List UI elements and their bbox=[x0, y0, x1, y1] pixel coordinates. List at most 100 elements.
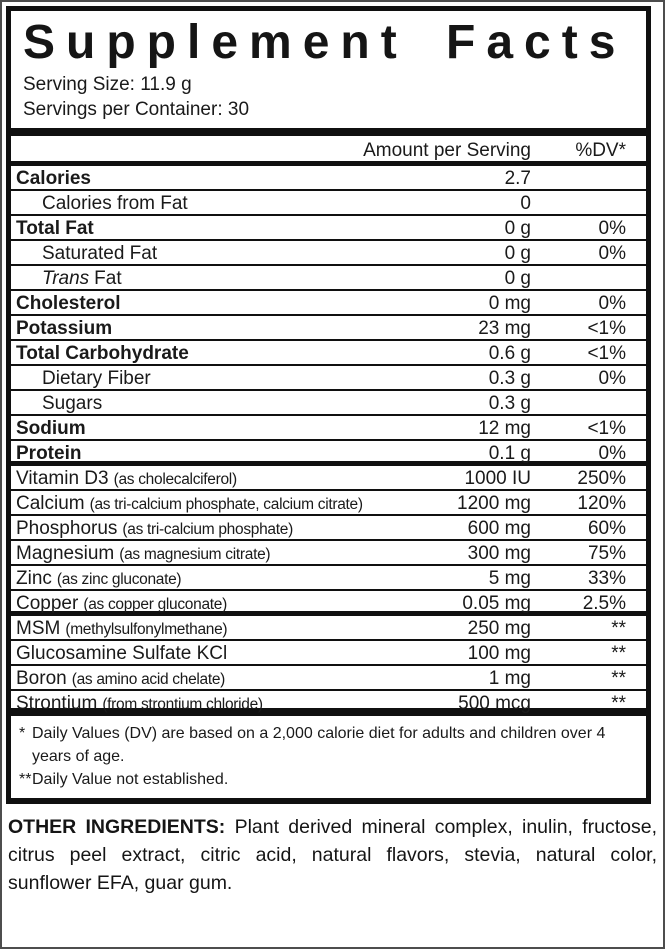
nutrient-dv: 0% bbox=[598, 217, 626, 239]
nutrient-row: Protein 0.1 g 0% bbox=[11, 441, 646, 466]
other-ingredients: OTHER INGREDIENTS: Plant derived mineral… bbox=[8, 813, 657, 897]
nutrient-amount: 0 g bbox=[504, 242, 531, 264]
nutrient-name: Trans Fat bbox=[16, 266, 497, 291]
nutrient-row: Zinc (as zinc gluconate) 5 mg 33% bbox=[11, 566, 646, 591]
footnote-text: Daily Values (DV) are based on a 2,000 c… bbox=[32, 724, 606, 765]
other-ingredients-text: Plant derived mineral complex, inulin, f… bbox=[8, 815, 658, 894]
nutrient-dv: 75% bbox=[587, 542, 626, 564]
nutrient-row: Sugars 0.3 g bbox=[11, 391, 646, 416]
nutrient-dv: 0% bbox=[598, 442, 626, 464]
footnote-text: Daily Value not established. bbox=[32, 770, 229, 788]
nutrient-name: Potassium bbox=[16, 316, 470, 341]
nutrient-row: Phosphorus (as tri-calcium phosphate) 600 … bbox=[11, 516, 646, 541]
nutrient-name: Calcium (as tri-calcium phosphate, calciu… bbox=[16, 491, 449, 517]
nutrient-row: Total Carbohydrate 0.6 g <1% bbox=[11, 341, 646, 366]
nutrient-label: Dietary Fiber bbox=[42, 367, 151, 389]
nutrient-label: Potassium bbox=[16, 317, 113, 339]
nutrient-name-italic: Trans bbox=[42, 267, 90, 289]
nutrient-source: (as zinc gluconate) bbox=[56, 570, 182, 588]
nutrient-row: Boron (as amino acid chelate) 1 mg ** bbox=[11, 666, 646, 691]
nutrient-source: (as tri-calcium phosphate, calcium citra… bbox=[89, 495, 363, 513]
nutrient-name: Glucosamine Sulfate KCl bbox=[16, 641, 460, 666]
footnote-marker: * bbox=[19, 724, 26, 742]
nutrient-source: (as cholecalciferol) bbox=[113, 470, 238, 488]
nutrient-row: Sodium 12 mg <1% bbox=[11, 416, 646, 441]
nutrient-name: Sugars bbox=[16, 391, 481, 416]
nutrient-dv: 250% bbox=[577, 467, 626, 489]
nutrient-label: Sugars bbox=[42, 392, 103, 414]
top-divider-bar bbox=[11, 127, 646, 136]
nutrient-label: Copper bbox=[16, 592, 79, 614]
nutrient-label: Total Carbohydrate bbox=[16, 342, 189, 364]
nutrient-amount: 0 g bbox=[504, 217, 531, 239]
nutrient-amount: 600 mg bbox=[467, 517, 531, 539]
nutrient-amount: 300 mg bbox=[467, 542, 531, 564]
nutrient-dv: ** bbox=[611, 667, 626, 689]
nutrient-name: Phosphorus (as tri-calcium phosphate) bbox=[16, 516, 460, 542]
nutrient-amount: 0.3 g bbox=[488, 367, 531, 389]
supplement-facts-panel: Supplement Facts Serving Size: 11.9 g Se… bbox=[6, 6, 651, 804]
nutrient-name: Calories from Fat bbox=[16, 191, 512, 216]
nutrient-dv: <1% bbox=[587, 317, 626, 339]
nutrient-amount: 0 bbox=[520, 192, 531, 214]
nutrient-amount: 1 mg bbox=[488, 667, 531, 689]
nutrient-amount: 5 mg bbox=[488, 567, 531, 589]
nutrient-amount: 0 g bbox=[504, 267, 531, 289]
nutrient-label: Magnesium bbox=[16, 542, 115, 564]
nutrient-row: Total Fat 0 g 0% bbox=[11, 216, 646, 241]
nutrient-dv: 0% bbox=[598, 292, 626, 314]
nutrient-amount: 250 mg bbox=[467, 617, 531, 639]
serving-info: Serving Size: 11.9 g Servings per Contai… bbox=[11, 69, 646, 128]
servings-per-container: Servings per Container: 30 bbox=[23, 98, 250, 120]
nutrient-name: Protein bbox=[16, 441, 481, 466]
nutrient-amount: 1000 IU bbox=[464, 467, 531, 489]
nutrient-row: Strontium (from strontium chloride) 500 mc… bbox=[11, 691, 646, 716]
nutrient-dv: 120% bbox=[577, 492, 626, 514]
nutrient-name: Total Carbohydrate bbox=[16, 341, 481, 366]
nutrient-dv: ** bbox=[611, 617, 626, 639]
nutrient-dv: ** bbox=[611, 692, 626, 714]
nutrient-label: Total Fat bbox=[16, 217, 94, 239]
footnote-line: * Daily Values (DV) are based on a 2,000… bbox=[19, 722, 636, 768]
nutrient-dv: ** bbox=[611, 642, 626, 664]
nutrient-source: (as amino acid chelate) bbox=[71, 670, 226, 688]
nutrient-source: (methylsulfonylmethane) bbox=[65, 620, 228, 638]
nutrient-row: Cholesterol 0 mg 0% bbox=[11, 291, 646, 316]
nutrient-source: (as copper gluconate) bbox=[83, 595, 227, 613]
nutrient-row: Dietary Fiber 0.3 g 0% bbox=[11, 366, 646, 391]
nutrient-label: MSM bbox=[16, 617, 61, 639]
nutrient-label: Calories from Fat bbox=[42, 192, 188, 214]
nutrient-name: MSM (methylsulfonylmethane) bbox=[16, 616, 460, 642]
nutrient-row: Trans Fat 0 g bbox=[11, 266, 646, 291]
nutrient-label: Strontium bbox=[16, 692, 98, 714]
nutrient-label: Cholesterol bbox=[16, 292, 121, 314]
nutrient-amount: 0.6 g bbox=[488, 342, 531, 364]
nutrient-dv: 2.5% bbox=[582, 592, 626, 614]
nutrient-row: Glucosamine Sulfate KCl 100 mg ** bbox=[11, 641, 646, 666]
nutrient-name: Copper (as copper gluconate) bbox=[16, 591, 454, 617]
nutrient-label: Calories bbox=[16, 167, 91, 189]
nutrient-dv: 0% bbox=[598, 367, 626, 389]
nutrient-row: Calories from Fat 0 bbox=[11, 191, 646, 216]
nutrient-name: Total Fat bbox=[16, 216, 497, 241]
nutrient-name: Vitamin D3 (as cholecalciferol) bbox=[16, 466, 456, 492]
nutrient-name: Strontium (from strontium chloride) bbox=[16, 691, 450, 717]
nutrient-amount: 12 mg bbox=[478, 417, 531, 439]
dv-footnote: * Daily Values (DV) are based on a 2,000… bbox=[11, 716, 646, 798]
nutrient-label: Vitamin D3 bbox=[16, 467, 109, 489]
nutrient-name: Sodium bbox=[16, 416, 470, 441]
nutrient-label: Protein bbox=[16, 442, 82, 464]
nutrient-name: Magnesium (as magnesium citrate) bbox=[16, 541, 460, 567]
nutrient-label: Boron bbox=[16, 667, 67, 689]
nutrient-row: MSM (methylsulfonylmethane) 250 mg ** bbox=[11, 616, 646, 641]
nutrient-name: Cholesterol bbox=[16, 291, 481, 316]
nutrient-source: (as tri-calcium phosphate) bbox=[122, 520, 293, 538]
nutrient-row: Potassium 23 mg <1% bbox=[11, 316, 646, 341]
nutrient-amount: 100 mg bbox=[467, 642, 531, 664]
nutrient-label: Saturated Fat bbox=[42, 242, 158, 264]
dv-column-header: %DV* bbox=[575, 139, 626, 161]
nutrient-label: Zinc bbox=[16, 567, 52, 589]
nutrient-dv: <1% bbox=[587, 417, 626, 439]
nutrient-row: Vitamin D3 (as cholecalciferol) 1000 IU 250… bbox=[11, 466, 646, 491]
